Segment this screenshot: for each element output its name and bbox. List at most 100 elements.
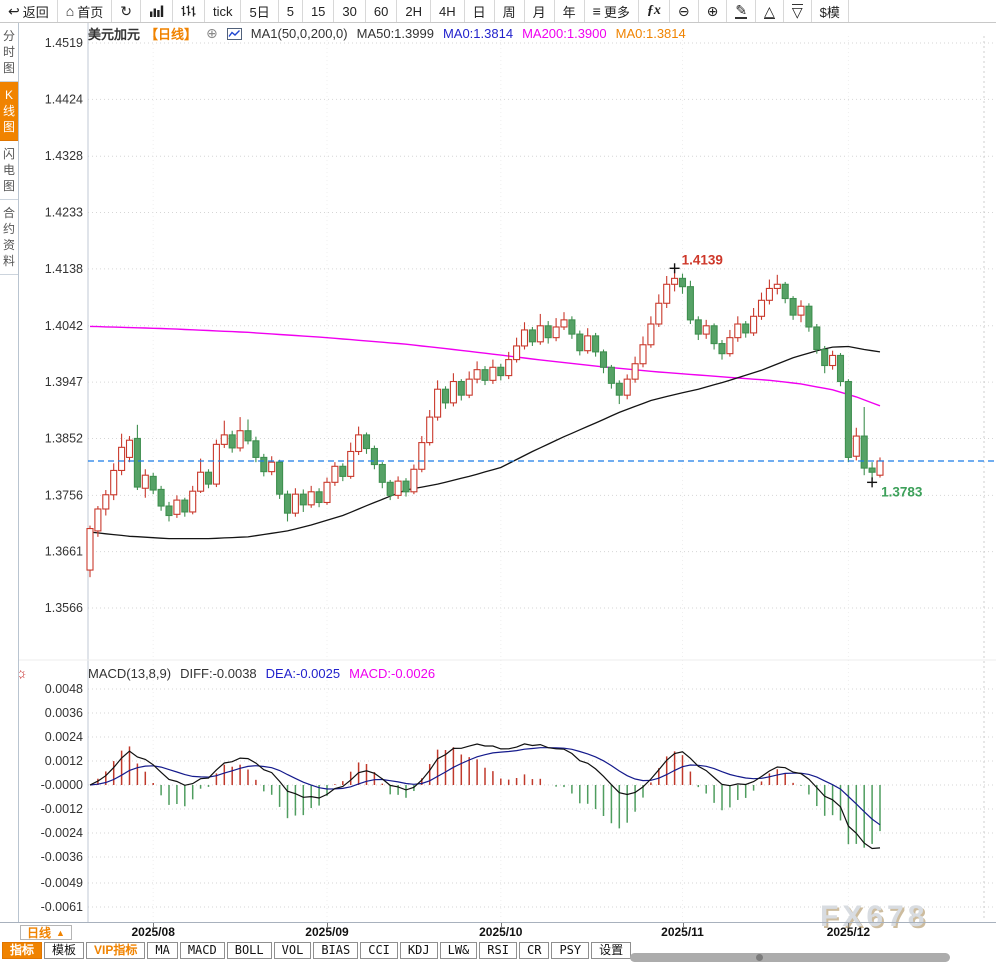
gridlines: [19, 23, 996, 922]
candle: [307, 485, 315, 508]
period-5day-button[interactable]: 5日: [241, 0, 279, 22]
candle: [426, 409, 434, 446]
period-60min-button[interactable]: 60: [366, 0, 398, 22]
tab-lw[interactable]: LW&: [439, 942, 478, 959]
candle: [181, 497, 189, 517]
ohlc-chart-type-button[interactable]: [173, 0, 205, 22]
tab-ma[interactable]: MA: [147, 942, 178, 959]
candle: [410, 464, 418, 495]
period-5min-button[interactable]: 5: [279, 0, 303, 22]
ohlc-icon: [181, 4, 196, 18]
candle: [789, 296, 797, 320]
tab-psy[interactable]: PSY: [551, 942, 590, 959]
zoom-out-icon: ⊖: [677, 3, 690, 19]
x-axis-label: 2025/08: [131, 925, 175, 939]
candle: [434, 380, 442, 421]
period-4h-button[interactable]: 4H: [431, 0, 465, 22]
back-icon: ↩: [8, 3, 20, 19]
tab-macd[interactable]: MACD: [179, 942, 225, 959]
candle: [528, 326, 536, 346]
period-30min-button[interactable]: 30: [334, 0, 366, 22]
period-2h-button[interactable]: 2H: [397, 0, 431, 22]
limit-up-button[interactable]: △: [756, 0, 784, 22]
tab-指标[interactable]: 指标: [2, 942, 43, 959]
tab-模板[interactable]: 模板: [44, 942, 85, 959]
back-button[interactable]: ↩ 返回: [0, 0, 58, 22]
candle: [694, 316, 702, 341]
sidebar-item-3[interactable]: 闪电图: [0, 141, 18, 200]
tab-vip指标[interactable]: VIP指标: [86, 942, 146, 959]
svg-text:1.3566: 1.3566: [45, 601, 83, 615]
home-button[interactable]: ⌂ 首页: [58, 0, 113, 22]
indicator-fx-button[interactable]: ƒx: [639, 0, 670, 22]
line-chart-type-button[interactable]: [141, 0, 173, 22]
zoom-out-button[interactable]: ⊖: [670, 0, 699, 22]
candle: [355, 426, 363, 456]
tab-boll[interactable]: BOLL: [226, 942, 272, 959]
candle: [252, 436, 260, 463]
chart-canvas[interactable]: 1.4519 1.4424 1.4328 1.4233 1.4138 1.4042 1.39…: [0, 22, 996, 922]
candle: [544, 321, 552, 344]
zoom-in-button[interactable]: ⊕: [699, 0, 728, 22]
x-axis-tick: [327, 923, 328, 927]
candle: [110, 463, 118, 501]
period-tick-button[interactable]: tick: [205, 0, 242, 22]
horizontal-scrollbar-thumb[interactable]: [630, 953, 950, 962]
limit-down-button[interactable]: ▽: [784, 0, 812, 22]
candle: [102, 490, 110, 516]
add-indicator-icon[interactable]: ⊕: [206, 25, 218, 41]
candle: [852, 427, 860, 461]
ma0-value-orange: MA0:1.3814: [615, 26, 686, 41]
sidebar-item-1[interactable]: 分时图: [0, 23, 18, 82]
candle: [813, 324, 821, 354]
candle: [773, 274, 781, 295]
period-tag[interactable]: 【日线】: [145, 27, 198, 42]
candle: [726, 329, 734, 357]
zoom-in-icon: ⊕: [706, 3, 719, 19]
svg-text:1.4138: 1.4138: [45, 262, 83, 276]
more-menu-button[interactable]: ≡ 更多: [585, 0, 639, 22]
price-axis-labels: 1.4519 1.4424 1.4328 1.4233 1.4138 1.4042 1.39…: [45, 36, 83, 615]
candle: [315, 488, 323, 508]
candle: [323, 477, 331, 505]
tab-cr[interactable]: CR: [518, 942, 550, 959]
draw-tool-button[interactable]: ✎: [727, 0, 757, 22]
period-15min-button[interactable]: 15: [303, 0, 335, 22]
period-day-button-label: 日: [472, 4, 486, 20]
refresh-button[interactable]: ↻: [112, 0, 141, 22]
candle: [599, 349, 608, 374]
more-menu-button-label: 更多: [603, 4, 630, 20]
ma200-line: [89, 325, 881, 407]
tab-kdj[interactable]: KDJ: [399, 942, 438, 959]
period-day-button[interactable]: 日: [465, 0, 495, 22]
candle: [505, 351, 513, 380]
tab-vol[interactable]: VOL: [273, 942, 312, 959]
x-axis-label: 2025/12: [826, 925, 871, 939]
candle: [473, 361, 481, 384]
period-month-button[interactable]: 月: [525, 0, 555, 22]
tab-设置[interactable]: 设置: [591, 942, 632, 959]
period-year-button[interactable]: 年: [555, 0, 585, 22]
tab-cci[interactable]: CCI: [360, 942, 398, 959]
candle: [757, 292, 766, 320]
mini-chart-icon[interactable]: [226, 27, 242, 40]
svg-text:1.4424: 1.4424: [45, 92, 83, 106]
tab-bias[interactable]: BIAS: [313, 942, 359, 959]
tab-rsi[interactable]: RSI: [479, 942, 517, 959]
trade-button[interactable]: $模: [812, 0, 849, 22]
svg-text:1.3852: 1.3852: [45, 431, 83, 445]
candle: [118, 433, 126, 476]
period-selector-button[interactable]: 日线 ▲: [20, 925, 72, 940]
sidebar-item-4[interactable]: 合约资料: [0, 200, 18, 275]
candle: [678, 273, 687, 294]
candle: [465, 371, 473, 399]
triangle-down-icon: ▽: [791, 3, 803, 20]
period-week-button-label: 周: [502, 4, 516, 20]
candle: [362, 432, 371, 454]
period-week-button[interactable]: 周: [495, 0, 525, 22]
x-axis-tick: [848, 923, 850, 927]
candle: [860, 407, 868, 476]
period-15min-button-label: 15: [310, 3, 326, 19]
